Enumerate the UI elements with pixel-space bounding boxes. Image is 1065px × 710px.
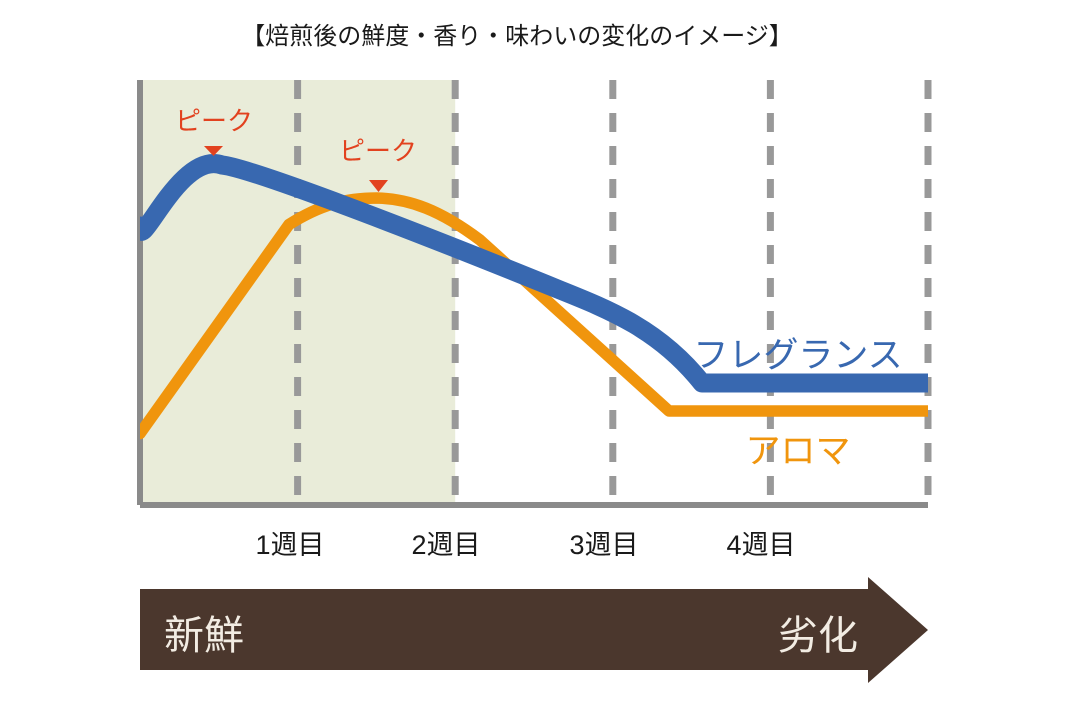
svg-text:アロマ: アロマ <box>745 432 850 471</box>
svg-text:2週目: 2週目 <box>411 530 480 560</box>
svg-text:4週目: 4週目 <box>726 530 795 560</box>
svg-text:3週目: 3週目 <box>569 530 638 560</box>
svg-text:フレグランス: フレグランス <box>693 336 902 375</box>
svg-text:ピーク: ピーク <box>339 136 417 166</box>
svg-text:ピーク: ピーク <box>175 106 253 136</box>
svg-text:【焙煎後の鮮度・香り・味わいの変化のイメージ】: 【焙煎後の鮮度・香り・味わいの変化のイメージ】 <box>241 23 793 50</box>
svg-text:新鮮: 新鮮 <box>164 614 244 658</box>
svg-text:劣化: 劣化 <box>778 614 858 658</box>
svg-text:1週目: 1週目 <box>255 530 324 560</box>
